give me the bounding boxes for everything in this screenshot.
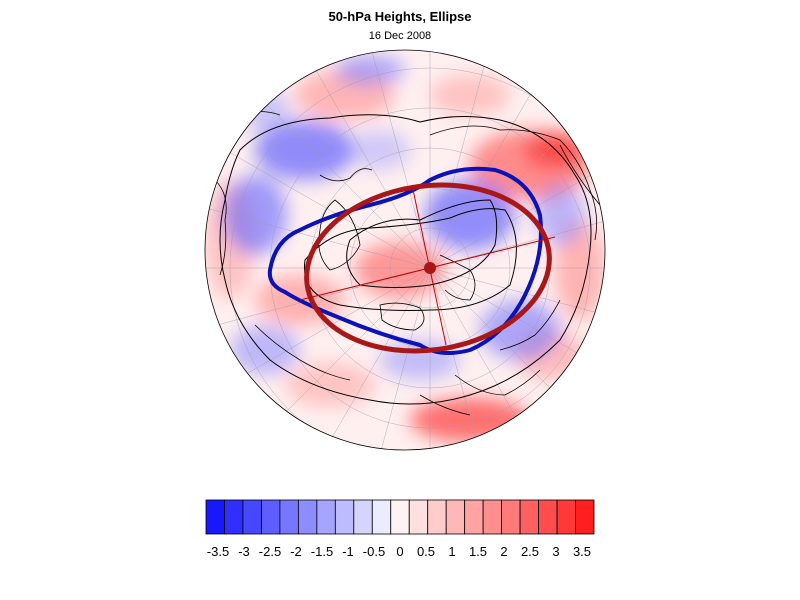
map-border (204, 49, 606, 451)
blue-ellipse-contour (267, 166, 543, 356)
colorbar-swatch (519, 499, 539, 535)
colorbar-tick-label: -3.5 (206, 544, 230, 559)
colorbar-tick-label: 2 (500, 544, 508, 559)
polar-map (204, 49, 606, 451)
colorbar-tick-label: -1 (342, 544, 354, 559)
colorbar-swatch (297, 499, 318, 535)
colorbar-tick-label: 3 (552, 544, 560, 559)
colorbar-tick-label: 0.5 (416, 544, 436, 559)
colorbar-tick-label: -2.5 (258, 544, 282, 559)
colorbar-swatch (261, 499, 281, 535)
red-ellipse (304, 182, 552, 354)
colorbar-swatch (224, 499, 244, 535)
colorbar-swatch (371, 499, 392, 535)
colorbar-swatch (279, 499, 299, 535)
colorbar-swatch (390, 499, 410, 535)
colorbar-swatch (334, 499, 355, 535)
colorbar-tick-label: -0.5 (362, 544, 386, 559)
colorbar-tick-label: 2.5 (520, 544, 540, 559)
colorbar-swatch (538, 499, 558, 535)
map-date: 16 Dec 2008 (368, 30, 432, 42)
colorbar-swatch (205, 499, 225, 535)
colorbar-swatch (445, 499, 466, 535)
colorbar-swatch (556, 499, 576, 535)
colorbar-tick-label: -1.5 (310, 544, 334, 559)
colorbar-swatch (501, 499, 521, 535)
map-title: 50-hPa Heights, Ellipse (328, 9, 472, 24)
colorbar-swatch (464, 499, 484, 535)
colorbar-tick-label: -2 (290, 544, 302, 559)
colorbar-tick-label: 3.5 (572, 544, 592, 559)
colorbar-swatch (482, 499, 503, 535)
colorbar (205, 499, 595, 535)
colorbar-swatch (575, 499, 595, 535)
colorbar-swatch (408, 499, 429, 535)
colorbar-tick-label: 0 (396, 544, 404, 559)
colorbar-tick-label: -3 (238, 544, 250, 559)
colorbar-swatch (353, 499, 373, 535)
colorbar-swatch (427, 499, 447, 535)
ellipse-center-marker (424, 262, 436, 274)
colorbar-swatch (316, 499, 336, 535)
coastlines (214, 111, 601, 416)
colorbar-swatch (242, 499, 262, 535)
colorbar-tick-label: 1.5 (468, 544, 488, 559)
colorbar-tick-label: 1 (448, 544, 456, 559)
